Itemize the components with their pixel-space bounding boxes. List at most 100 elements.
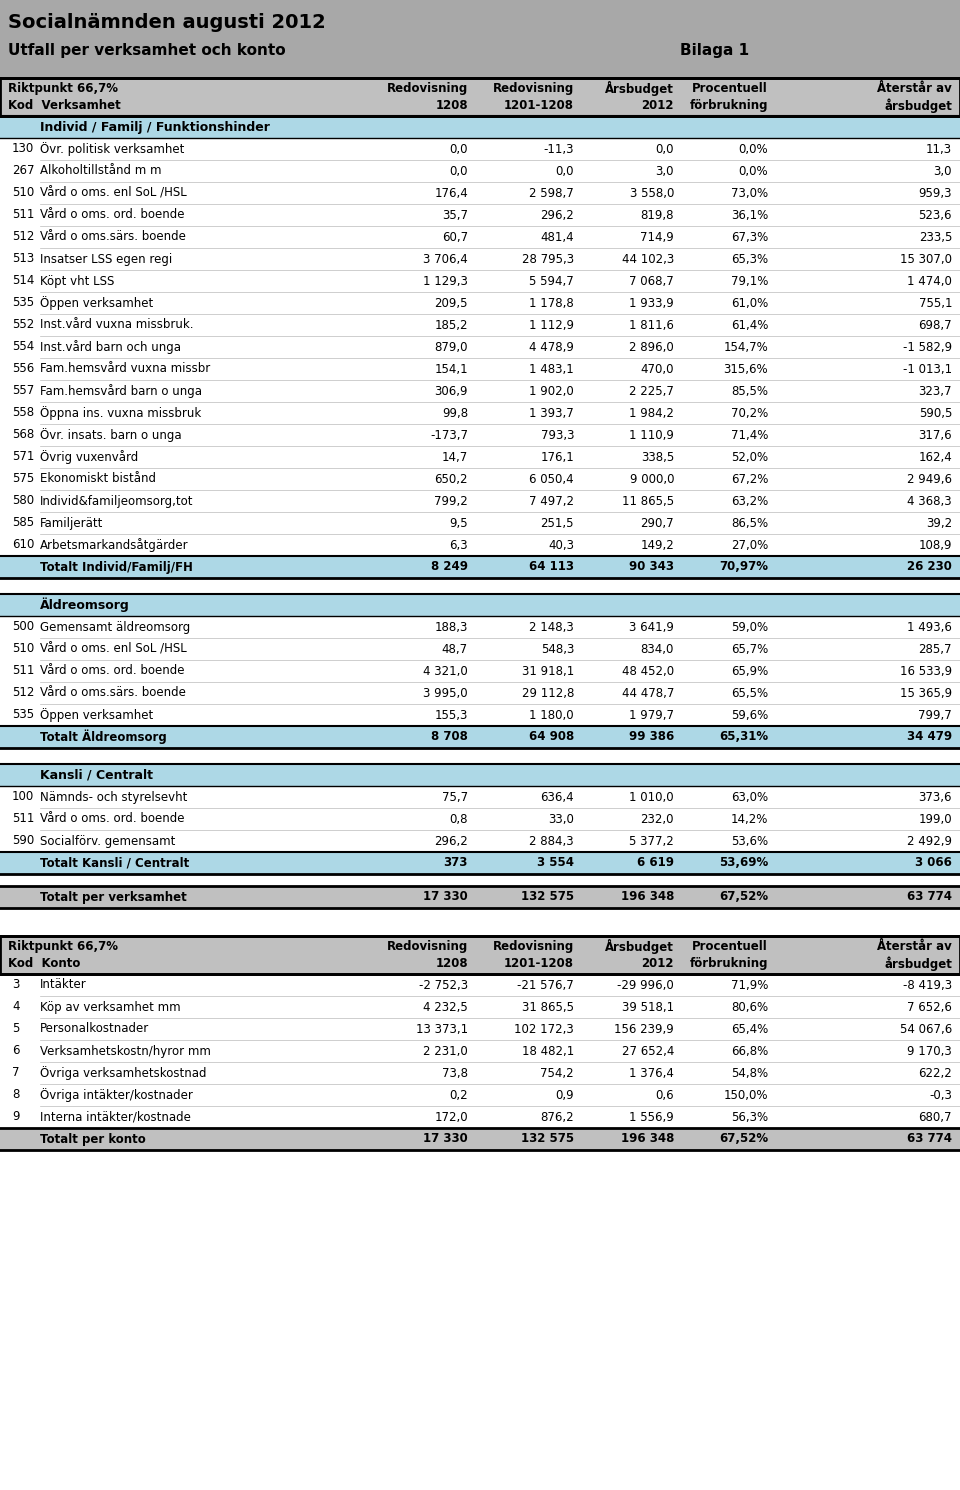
Text: Alkoholtillstånd m m: Alkoholtillstånd m m <box>40 164 161 177</box>
Text: 571: 571 <box>12 450 35 463</box>
Text: 5: 5 <box>12 1022 19 1036</box>
Text: 6,3: 6,3 <box>449 538 468 551</box>
Text: 514: 514 <box>12 274 35 288</box>
Text: 4 232,5: 4 232,5 <box>423 1000 468 1013</box>
Text: 296,2: 296,2 <box>540 209 574 222</box>
Text: 680,7: 680,7 <box>919 1110 952 1123</box>
Text: 267: 267 <box>12 164 35 177</box>
Text: -173,7: -173,7 <box>430 429 468 441</box>
Text: 6: 6 <box>12 1044 19 1058</box>
Bar <box>0 764 960 787</box>
Text: 512: 512 <box>12 231 35 243</box>
Text: 44 102,3: 44 102,3 <box>622 252 674 265</box>
Text: 0,0: 0,0 <box>449 143 468 155</box>
Text: 8 249: 8 249 <box>431 560 468 574</box>
Text: 1 010,0: 1 010,0 <box>630 791 674 803</box>
Text: 338,5: 338,5 <box>640 450 674 463</box>
Text: 834,0: 834,0 <box>640 642 674 656</box>
Text: 512: 512 <box>12 687 35 699</box>
Text: Ekonomiskt bistånd: Ekonomiskt bistånd <box>40 472 156 486</box>
Text: Vård o oms. enl SoL /HSL: Vård o oms. enl SoL /HSL <box>40 642 187 656</box>
Text: 176,4: 176,4 <box>434 186 468 200</box>
Text: 80,6%: 80,6% <box>731 1000 768 1013</box>
Text: 4 478,9: 4 478,9 <box>529 341 574 353</box>
Text: Utfall per verksamhet och konto: Utfall per verksamhet och konto <box>8 43 286 58</box>
Text: 27 652,4: 27 652,4 <box>622 1044 674 1058</box>
Text: 17 330: 17 330 <box>423 1132 468 1146</box>
Text: 754,2: 754,2 <box>540 1067 574 1079</box>
Text: 67,52%: 67,52% <box>719 1132 768 1146</box>
Text: 0,0: 0,0 <box>556 164 574 177</box>
Text: 73,0%: 73,0% <box>731 186 768 200</box>
Text: 52,0%: 52,0% <box>731 450 768 463</box>
Text: 65,7%: 65,7% <box>731 642 768 656</box>
Text: 523,6: 523,6 <box>919 209 952 222</box>
Text: 39 518,1: 39 518,1 <box>622 1000 674 1013</box>
Text: 552: 552 <box>12 319 35 331</box>
Text: 513: 513 <box>12 252 35 265</box>
Text: 71,4%: 71,4% <box>731 429 768 441</box>
Text: 9: 9 <box>12 1110 19 1123</box>
Text: 85,5%: 85,5% <box>731 384 768 398</box>
Text: Fam.hemsvård barn o unga: Fam.hemsvård barn o unga <box>40 384 202 398</box>
Text: 285,7: 285,7 <box>919 642 952 656</box>
Text: 510: 510 <box>12 186 35 200</box>
Text: 323,7: 323,7 <box>919 384 952 398</box>
Text: -8 419,3: -8 419,3 <box>902 979 952 991</box>
Text: Inst.vård barn och unga: Inst.vård barn och unga <box>40 340 181 355</box>
Text: 33,0: 33,0 <box>548 812 574 825</box>
Text: 86,5%: 86,5% <box>731 517 768 529</box>
Text: Öppna ins. vuxna missbruk: Öppna ins. vuxna missbruk <box>40 405 202 420</box>
Text: 65,31%: 65,31% <box>719 730 768 744</box>
Text: 580: 580 <box>12 495 35 508</box>
Text: 0,9: 0,9 <box>556 1089 574 1101</box>
Text: 63 774: 63 774 <box>907 891 952 903</box>
Text: 5 594,7: 5 594,7 <box>529 274 574 288</box>
Text: Öppen verksamhet: Öppen verksamhet <box>40 708 154 723</box>
Text: 196 348: 196 348 <box>620 891 674 903</box>
Text: 28 795,3: 28 795,3 <box>522 252 574 265</box>
Text: 90 343: 90 343 <box>629 560 674 574</box>
Text: 29 112,8: 29 112,8 <box>521 687 574 699</box>
Text: 99 386: 99 386 <box>629 730 674 744</box>
Text: 3 554: 3 554 <box>537 857 574 870</box>
Text: Socialförv. gemensamt: Socialförv. gemensamt <box>40 834 176 848</box>
Text: 67,52%: 67,52% <box>719 891 768 903</box>
Text: 154,1: 154,1 <box>434 362 468 375</box>
Text: Övrig vuxenvård: Övrig vuxenvård <box>40 450 138 463</box>
Text: Vård o oms. enl SoL /HSL: Vård o oms. enl SoL /HSL <box>40 186 187 200</box>
Text: 65,4%: 65,4% <box>731 1022 768 1036</box>
Text: 65,5%: 65,5% <box>731 687 768 699</box>
Text: Totalt per konto: Totalt per konto <box>40 1132 146 1146</box>
Text: 535: 535 <box>12 297 35 310</box>
Text: 65,3%: 65,3% <box>731 252 768 265</box>
Text: Totalt per verksamhet: Totalt per verksamhet <box>40 891 187 903</box>
Text: 3,0: 3,0 <box>933 164 952 177</box>
Text: Inst.vård vuxna missbruk.: Inst.vård vuxna missbruk. <box>40 319 194 331</box>
Text: Totalt Äldreomsorg: Totalt Äldreomsorg <box>40 730 167 745</box>
Text: 63 774: 63 774 <box>907 1132 952 1146</box>
Text: 8: 8 <box>12 1089 19 1101</box>
Text: 16 533,9: 16 533,9 <box>900 665 952 678</box>
Text: 2012: 2012 <box>641 98 674 112</box>
Text: 590,5: 590,5 <box>919 407 952 420</box>
Text: 5 377,2: 5 377,2 <box>629 834 674 848</box>
Text: 65,9%: 65,9% <box>731 665 768 678</box>
Text: 535: 535 <box>12 709 35 721</box>
Text: 2012: 2012 <box>641 957 674 970</box>
Text: Årsbudget: Årsbudget <box>605 80 674 97</box>
Text: Vård o oms. ord. boende: Vård o oms. ord. boende <box>40 209 184 222</box>
Text: 714,9: 714,9 <box>640 231 674 243</box>
Text: årsbudget: årsbudget <box>884 98 952 113</box>
Text: 39,2: 39,2 <box>925 517 952 529</box>
Text: Kod  Verksamhet: Kod Verksamhet <box>8 98 121 112</box>
Bar <box>0 936 960 974</box>
Text: 636,4: 636,4 <box>540 791 574 803</box>
Text: 71,9%: 71,9% <box>731 979 768 991</box>
Text: 1 129,3: 1 129,3 <box>423 274 468 288</box>
Text: 1 811,6: 1 811,6 <box>629 319 674 331</box>
Text: 1 984,2: 1 984,2 <box>629 407 674 420</box>
Text: 209,5: 209,5 <box>435 297 468 310</box>
Text: Personalkostnader: Personalkostnader <box>40 1022 149 1036</box>
Text: 1 110,9: 1 110,9 <box>629 429 674 441</box>
